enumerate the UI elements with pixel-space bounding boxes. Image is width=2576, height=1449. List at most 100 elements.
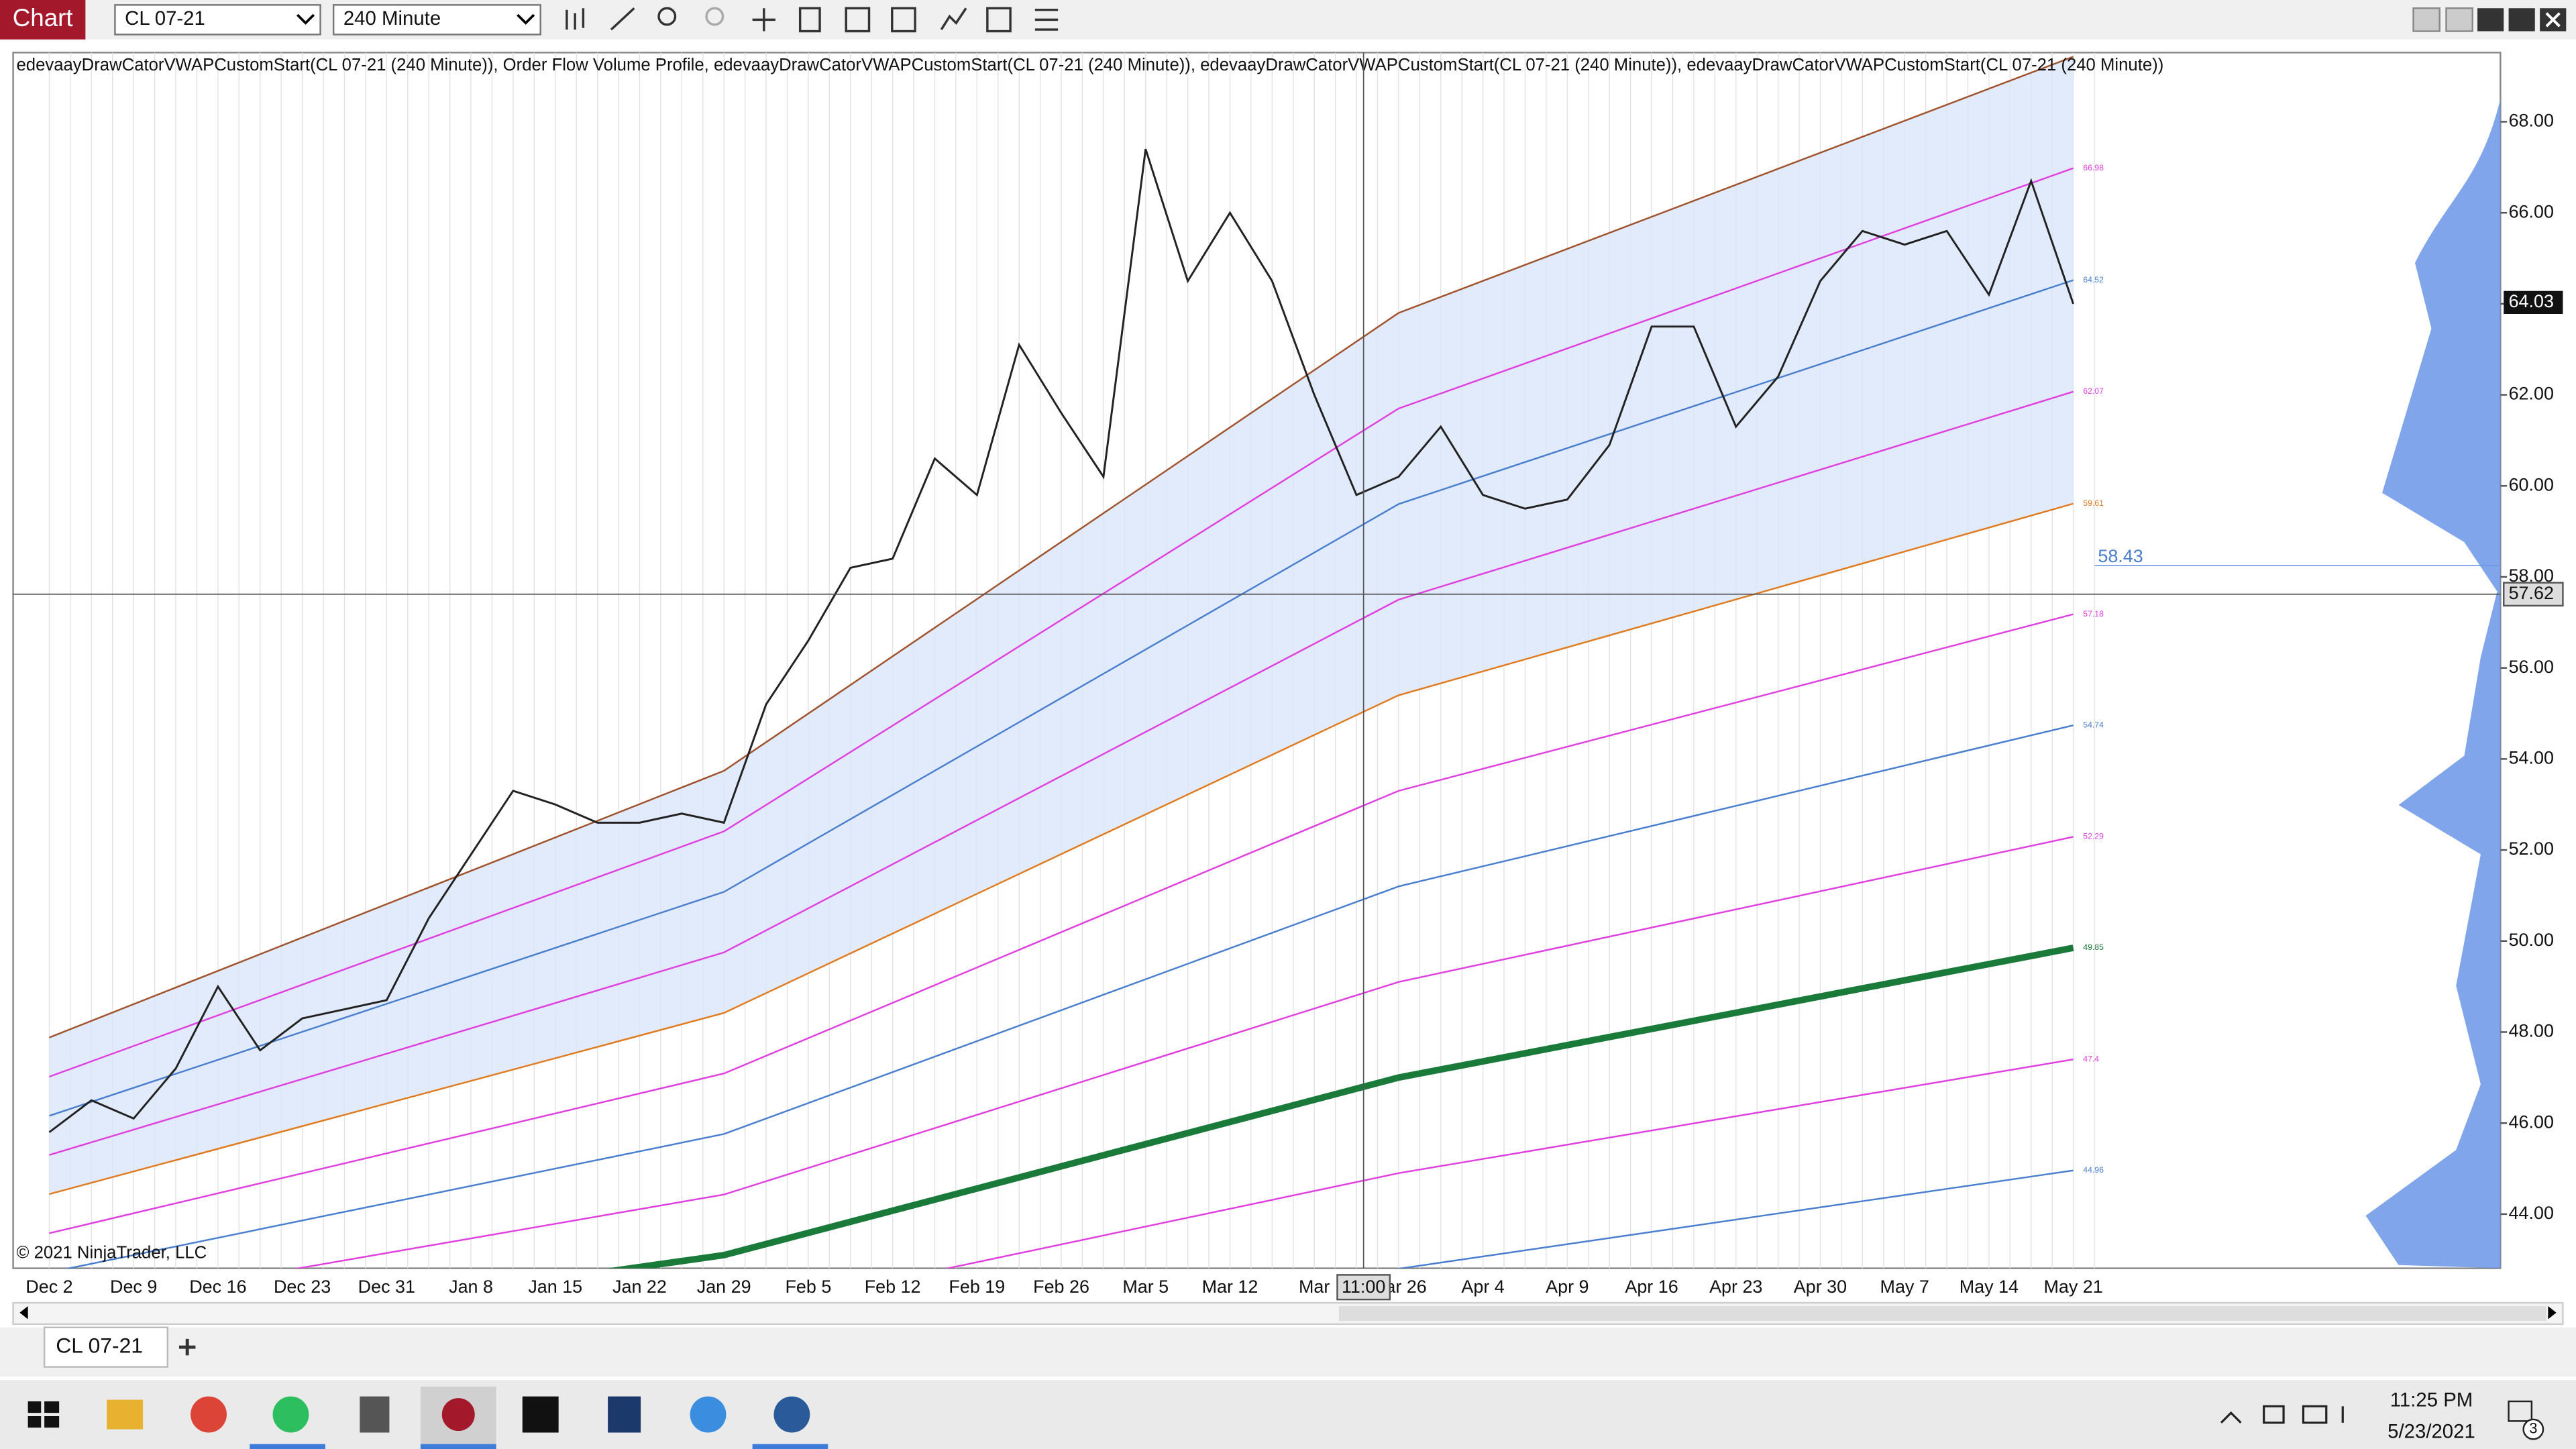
x-tick-label: Mar	[1299, 1277, 1330, 1297]
vwap-band	[49, 613, 2074, 1234]
band-end-label: 59.61	[2083, 498, 2104, 508]
tab-bar	[0, 1327, 2576, 1377]
indicators-icon[interactable]	[891, 7, 916, 33]
scroll-thumb[interactable]	[1338, 1305, 2546, 1321]
crosshair-icon[interactable]	[752, 8, 775, 32]
x-tick-label: Apr 23	[1709, 1277, 1762, 1297]
band-end-label: 52.29	[2083, 832, 2104, 841]
y-tick-label: 50.00	[2509, 930, 2554, 950]
band-fill	[49, 56, 2074, 1195]
strategies-icon[interactable]	[940, 7, 967, 30]
data-box-icon[interactable]	[798, 7, 821, 33]
interval-select[interactable]	[332, 4, 541, 36]
list-icon[interactable]	[1034, 8, 1059, 31]
clock-date: 5/23/2021	[2387, 1420, 2475, 1442]
x-tick-label: Feb 5	[785, 1277, 831, 1297]
start-button[interactable]	[28, 1401, 60, 1428]
y-tick-label: 52.00	[2509, 839, 2554, 859]
y-tick-label: 48.00	[2509, 1021, 2554, 1041]
y-tick-label: 54.00	[2509, 747, 2554, 767]
x-tick-label: Jan 8	[449, 1277, 493, 1297]
x-tick-label: May 7	[1880, 1277, 1929, 1297]
notifications[interactable]	[2508, 1400, 2533, 1422]
crosshair-time: 11:00	[1342, 1277, 1385, 1297]
maximize-button[interactable]	[2508, 8, 2535, 32]
band-end-label: 47.4	[2083, 1054, 2099, 1063]
price	[48, 148, 2075, 1133]
dropdown-arrow	[517, 13, 535, 25]
price-line	[48, 148, 2075, 1133]
app-icon[interactable]	[191, 1396, 227, 1433]
x-tick-label: Dec 16	[189, 1277, 246, 1297]
app-icon[interactable]	[522, 1396, 559, 1433]
crosshair-time-box	[1336, 1274, 1391, 1301]
app-icon[interactable]	[690, 1396, 727, 1433]
add-tab[interactable]	[178, 1338, 196, 1356]
band-end-label: 44.96	[2083, 1165, 2104, 1175]
templates-icon[interactable]	[986, 7, 1012, 33]
badge	[2522, 1418, 2544, 1440]
x-tick-label: Apr 9	[1546, 1277, 1589, 1297]
interval-text: 240 Minute	[343, 7, 441, 30]
zoom-in-icon[interactable]	[657, 7, 677, 26]
app-icon[interactable]	[107, 1399, 144, 1430]
x-tick-label: Jan 15	[528, 1277, 582, 1297]
window-controls	[2412, 7, 2567, 32]
dropdown-arrow	[296, 13, 315, 25]
vwap-band	[49, 167, 2074, 1078]
instrument-text: CL 07-21	[125, 7, 205, 30]
control-button[interactable]	[2412, 7, 2440, 32]
x-tick-label: Dec 31	[358, 1277, 415, 1297]
properties-icon[interactable]	[845, 7, 871, 33]
copyright: © 2021 NinjaTrader, LLC	[16, 1243, 207, 1262]
x-tick-label: Dec 9	[110, 1277, 157, 1297]
control-button[interactable]	[2445, 7, 2473, 32]
minimize-button[interactable]	[2477, 8, 2504, 32]
x-tick-label: Mar 12	[1202, 1277, 1258, 1297]
vwap-band	[49, 56, 2074, 1038]
x-tick-label: Apr 4	[1461, 1277, 1504, 1297]
vwap-band	[1396, 1169, 2074, 1269]
volume-profile	[2365, 98, 2501, 1269]
instrument-select[interactable]	[114, 4, 321, 36]
vwap-band	[607, 945, 2074, 1269]
x-tick-label: Feb 26	[1033, 1277, 1089, 1297]
x-tick-label: Feb 19	[949, 1277, 1005, 1297]
x-tick-label: Apr 16	[1625, 1277, 1678, 1297]
y-tick-label: 44.00	[2509, 1203, 2554, 1223]
y-tick-label: 46.00	[2509, 1112, 2554, 1132]
running-indicator	[420, 1444, 496, 1449]
app-icon[interactable]	[272, 1396, 309, 1433]
band-end-label: 62.07	[2083, 386, 2104, 396]
marker-label: 58.43	[2098, 546, 2143, 566]
tab[interactable]	[43, 1326, 169, 1368]
vwap-band	[944, 1058, 2074, 1269]
app-icon[interactable]	[608, 1396, 641, 1433]
clock-time: 11:25 PM	[2390, 1389, 2473, 1411]
band-end-label: 64.52	[2083, 275, 2104, 284]
toolbar-icons	[566, 7, 1059, 33]
taskbar-apps	[107, 1386, 828, 1449]
y-tick-label: 60.00	[2509, 474, 2554, 494]
band-end-label: 66.98	[2083, 163, 2104, 172]
x-tick-label: Dec 23	[274, 1277, 331, 1297]
x-tick-label: May 14	[1960, 1277, 2019, 1297]
x-tick-label: Jan 22	[612, 1277, 667, 1297]
zoom-out-icon[interactable]	[705, 7, 724, 26]
vwap-band	[294, 836, 2074, 1269]
x-tick-label: Dec 2	[25, 1277, 72, 1297]
band-end-label: 54.74	[2083, 720, 2104, 729]
crosshair-price-box	[2503, 582, 2564, 607]
x-tick-label: Mar 5	[1122, 1277, 1169, 1297]
app-icon[interactable]	[773, 1396, 810, 1433]
bars-icon[interactable]	[566, 8, 585, 30]
axes: 44.0046.0048.0050.0052.0054.0056.0058.00…	[13, 52, 2564, 1301]
x-tick-label: Feb 12	[865, 1277, 921, 1297]
app-icon[interactable]	[360, 1396, 390, 1433]
draw-icon[interactable]	[610, 7, 635, 31]
window-title: Chart	[13, 4, 73, 32]
x-tick-label: Apr 30	[1794, 1277, 1847, 1297]
indicator-label: edevaayDrawCatorVWAPCustomStart(CL 07-21…	[16, 56, 2163, 74]
